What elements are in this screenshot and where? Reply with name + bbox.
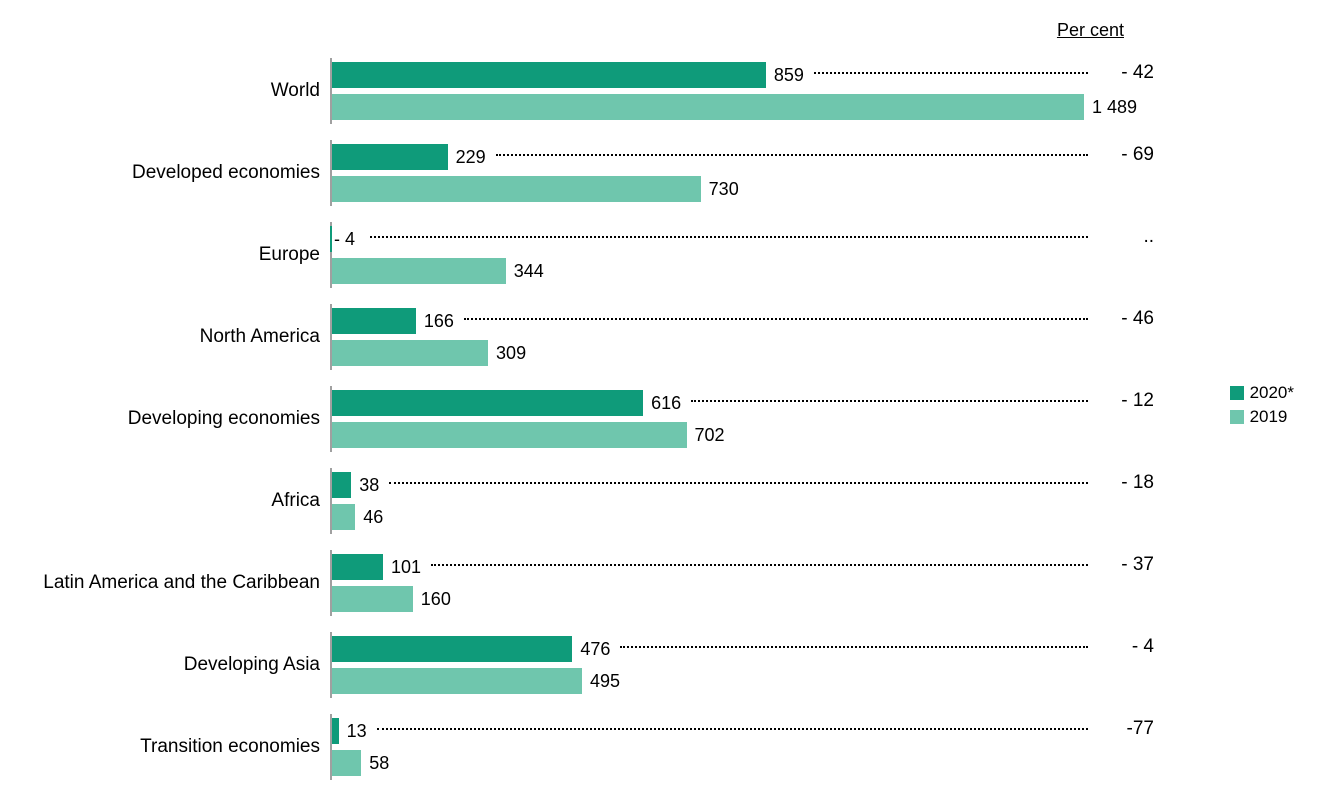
- fdi-bar-chart: Per cent 2020* 2019 World 859 1 489 - 42 Dev…: [30, 20, 1294, 789]
- category-label: World: [30, 80, 320, 102]
- bar-2020: 101: [332, 554, 383, 580]
- value-label-2019: 309: [488, 340, 526, 366]
- bar-2020: 38: [332, 472, 351, 498]
- chart-row: Developed economies 229 730 - 69: [30, 132, 1154, 214]
- bar-2020: 166: [332, 308, 416, 334]
- chart-row: Transition economies 13 58 -77: [30, 706, 1154, 788]
- dotted-leader: [814, 72, 1088, 74]
- bars-area: 476 495: [330, 632, 1084, 698]
- bars-area: 229 730: [330, 140, 1084, 206]
- percent-change: - 12: [1094, 390, 1154, 412]
- legend-swatch-icon: [1230, 386, 1244, 400]
- legend-item-2019: 2019: [1230, 407, 1294, 427]
- value-label-2019: 160: [413, 586, 451, 612]
- bar-2020: [330, 226, 332, 252]
- bar-2019: 160: [332, 586, 413, 612]
- value-label-2019: 46: [355, 504, 383, 530]
- dotted-leader: [691, 400, 1088, 402]
- bar-2019: 344: [332, 258, 506, 284]
- legend-swatch-icon: [1230, 410, 1244, 424]
- value-label-2020: 38: [351, 472, 379, 498]
- percent-change: - 4: [1094, 636, 1154, 658]
- bars-area: 616702: [330, 386, 1084, 452]
- percent-change: - 46: [1094, 308, 1154, 330]
- bars-area: 13 58: [330, 714, 1084, 780]
- category-label: Developed economies: [30, 162, 320, 184]
- chart-row: Developing economies616702- 12: [30, 378, 1154, 460]
- value-label-2020: 13: [339, 718, 367, 744]
- value-label-2019: 730: [701, 176, 739, 202]
- bar-2019: 309: [332, 340, 488, 366]
- bars-area: - 4 344: [330, 222, 1084, 288]
- bar-2019: 730: [332, 176, 701, 202]
- value-label-2020: 476: [572, 636, 610, 662]
- chart-rows: World 859 1 489 - 42 Developed economies 229 7…: [30, 50, 1154, 779]
- value-label-2020: 166: [416, 308, 454, 334]
- category-label: North America: [30, 326, 320, 348]
- chart-row: Africa3846- 18: [30, 460, 1154, 542]
- value-label-2020: 859: [766, 62, 804, 88]
- value-label-2019: 495: [582, 668, 620, 694]
- chart-row: Developing Asia 476 495 - 4: [30, 624, 1154, 706]
- category-label: Developing economies: [30, 408, 320, 430]
- legend: 2020* 2019: [1230, 379, 1294, 431]
- dotted-leader: [620, 646, 1088, 648]
- bars-area: 3846: [330, 468, 1084, 534]
- category-label: Transition economies: [30, 736, 320, 758]
- legend-label: 2019: [1250, 407, 1288, 427]
- bar-2019: 1 489: [332, 94, 1084, 120]
- bars-area: 101 160: [330, 550, 1084, 616]
- bar-2020: 859: [332, 62, 766, 88]
- bar-2019: 495: [332, 668, 582, 694]
- chart-row: North America 166 309 - 46: [30, 296, 1154, 378]
- bars-area: 166 309: [330, 304, 1084, 370]
- value-label-2019: 1 489: [1084, 94, 1137, 120]
- bar-2020: 476: [332, 636, 572, 662]
- bar-2020: 229: [332, 144, 448, 170]
- bar-2019: 58: [332, 750, 361, 776]
- category-label: Africa: [30, 490, 320, 512]
- dotted-leader: [431, 564, 1088, 566]
- chart-row: Latin America and the Caribbean 101 160 - 3…: [30, 542, 1154, 624]
- value-label-2020: 229: [448, 144, 486, 170]
- percent-change: -77: [1094, 718, 1154, 740]
- percent-change: - 42: [1094, 62, 1154, 84]
- category-label: Developing Asia: [30, 654, 320, 676]
- percent-change: - 18: [1094, 472, 1154, 494]
- legend-item-2020: 2020*: [1230, 383, 1294, 403]
- value-label-2020: 616: [643, 390, 681, 416]
- dotted-leader: [370, 236, 1088, 238]
- bar-2020: 13: [332, 718, 339, 744]
- percent-change: - 69: [1094, 144, 1154, 166]
- percent-change: ..: [1094, 226, 1154, 248]
- bar-2020: 616: [332, 390, 643, 416]
- value-label-2020: 101: [383, 554, 421, 580]
- bars-area: 859 1 489: [330, 58, 1084, 124]
- dotted-leader: [377, 728, 1088, 730]
- chart-row: World 859 1 489 - 42: [30, 50, 1154, 132]
- percent-header: Per cent: [1057, 20, 1124, 41]
- value-label-2019: 702: [687, 422, 725, 448]
- value-label-2019: 344: [506, 258, 544, 284]
- chart-row: Europe - 4 344..: [30, 214, 1154, 296]
- bar-2019: 46: [332, 504, 355, 530]
- dotted-leader: [464, 318, 1088, 320]
- category-label: Europe: [30, 244, 320, 266]
- dotted-leader: [389, 482, 1088, 484]
- category-label: Latin America and the Caribbean: [30, 572, 320, 594]
- value-label-2020: - 4: [334, 226, 355, 252]
- legend-label: 2020*: [1250, 383, 1294, 403]
- bar-2019: 702: [332, 422, 687, 448]
- percent-change: - 37: [1094, 554, 1154, 576]
- value-label-2019: 58: [361, 750, 389, 776]
- dotted-leader: [496, 154, 1088, 156]
